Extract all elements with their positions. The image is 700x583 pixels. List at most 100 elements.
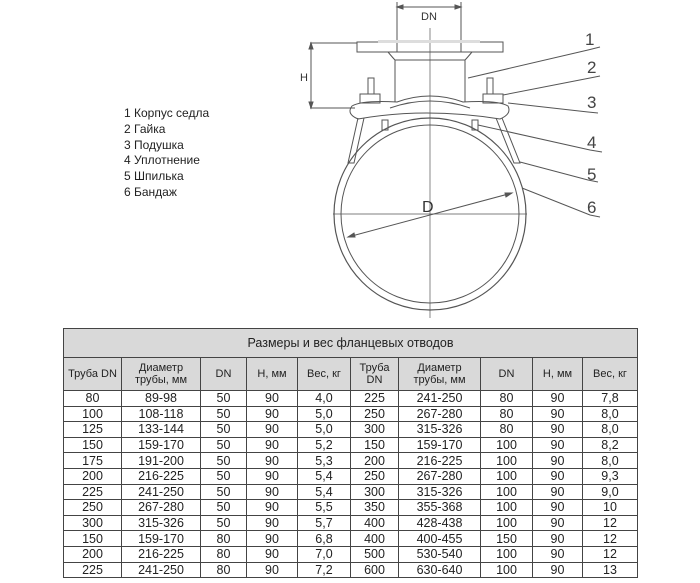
- dn-arrows: [395, 4, 463, 10]
- column-header: Вес, кг: [582, 357, 638, 391]
- table-cell: 5,3: [297, 452, 351, 469]
- column-header: H, мм: [246, 357, 298, 391]
- stud-left: [367, 77, 375, 95]
- leader-1: [467, 46, 601, 79]
- table-cell: 90: [532, 390, 583, 407]
- table-cell: 12: [582, 514, 638, 532]
- table-cell: 50: [200, 483, 247, 501]
- table-cell: 191-200: [121, 452, 201, 469]
- table-cell: 9,3: [582, 467, 638, 485]
- table-cell: 315-326: [398, 483, 481, 501]
- table-cell: 90: [246, 514, 298, 532]
- callout-1: 1: [585, 30, 594, 49]
- table-cell: 7,2: [297, 561, 351, 579]
- leader-4: [477, 124, 603, 153]
- table-cell: 5,0: [297, 405, 351, 423]
- column-header: DN: [480, 357, 533, 391]
- table-cell: 5,4: [297, 467, 351, 485]
- table-cell: 100: [63, 405, 122, 423]
- column-header: Труба DN: [350, 357, 399, 391]
- table-cell: 90: [246, 405, 298, 423]
- nut-left: [359, 93, 381, 104]
- table-cell: 300: [350, 421, 399, 438]
- table-cell: 100: [480, 436, 533, 454]
- table-cell: 350: [350, 499, 399, 516]
- table-cell: 100: [480, 514, 533, 532]
- table-cell: 241-250: [398, 390, 481, 407]
- table-cell: 90: [532, 436, 583, 454]
- table-cell: 8,2: [582, 436, 638, 454]
- table-cell: 400-455: [398, 530, 481, 547]
- table-cell: 90: [246, 545, 298, 563]
- stud-right: [486, 77, 494, 95]
- table-cell: 90: [532, 483, 583, 501]
- table-row: 300 315-326 50 90 5,7 400 428-438 100 90 12: [63, 514, 638, 532]
- table-cell: 80: [200, 530, 247, 547]
- table-cell: 216-225: [121, 545, 201, 563]
- saddle-body: [349, 95, 510, 120]
- table-cell: 315-326: [121, 514, 201, 532]
- table-row: 150 159-170 50 90 5,2 150 159-170 100 90 8,2: [63, 436, 638, 454]
- table-cell: 8,0: [582, 421, 638, 438]
- table-cell: 100: [480, 499, 533, 516]
- table-cell: 12: [582, 545, 638, 563]
- table-cell: 9,0: [582, 483, 638, 501]
- table-cell: 7,8: [582, 390, 638, 407]
- table-cell: 241-250: [121, 561, 201, 579]
- table-cell: 250: [350, 467, 399, 485]
- table-cell: 50: [200, 421, 247, 438]
- leader-3: [507, 102, 599, 114]
- table-cell: 241-250: [121, 483, 201, 501]
- flange-gasket: [378, 40, 480, 43]
- table-cell: 50: [200, 514, 247, 532]
- table-row: 175 191-200 50 90 5,3 200 216-225 100 90 8,0: [63, 452, 638, 469]
- table-cell: 8,0: [582, 405, 638, 423]
- legend-item: 3 Подушка: [124, 137, 184, 152]
- table-cell: 500: [350, 545, 399, 563]
- table-cell: 90: [246, 483, 298, 501]
- table-cell: 80: [200, 545, 247, 563]
- table-cell: 90: [246, 390, 298, 407]
- table-cell: 100: [480, 452, 533, 469]
- table-cell: 50: [200, 452, 247, 469]
- table-cell: 150: [63, 436, 122, 454]
- table-body: 80 89-98 50 90 4,0 225 241-250 80 90 7,8 100 108-11…: [63, 390, 638, 579]
- leader-5: [519, 161, 599, 183]
- table-cell: 5,7: [297, 514, 351, 532]
- table-cell: 5,5: [297, 499, 351, 516]
- d-dimension-line: [347, 192, 513, 238]
- table-cell: 400: [350, 514, 399, 532]
- table-cell: 315-326: [398, 421, 481, 438]
- table-cell: 7,0: [297, 545, 351, 563]
- table-cell: 50: [200, 390, 247, 407]
- table-cell: 50: [200, 405, 247, 423]
- table-cell: 150: [63, 530, 122, 547]
- table-cell: 355-368: [398, 499, 481, 516]
- table-cell: 108-118: [121, 405, 201, 423]
- table-cell: 250: [350, 405, 399, 423]
- seal-lip-left: [381, 119, 389, 131]
- table-cell: 90: [532, 467, 583, 485]
- saddle-drawing: DN H D: [300, 2, 603, 318]
- table-cell: 90: [532, 545, 583, 563]
- table-cell: 159-170: [121, 530, 201, 547]
- table-cell: 600: [350, 561, 399, 579]
- table-row: 250 267-280 50 90 5,5 350 355-368 100 90 10: [63, 499, 638, 516]
- table-row: 225 241-250 50 90 5,4 300 315-326 100 90 9,0: [63, 483, 638, 501]
- table-cell: 90: [532, 421, 583, 438]
- table-cell: 159-170: [121, 436, 201, 454]
- table-cell: 50: [200, 499, 247, 516]
- table-cell: 150: [480, 530, 533, 547]
- dimensions-table: Размеры и вес фланцевых отводов Труба DN…: [63, 328, 638, 579]
- table-cell: 6,8: [297, 530, 351, 547]
- table-cell: 5,4: [297, 483, 351, 501]
- table-cell: 530-540: [398, 545, 481, 563]
- callout-6: 6: [587, 198, 596, 217]
- table-cell: 5,2: [297, 436, 351, 454]
- table-cell: 89-98: [121, 390, 201, 407]
- pipe-outer: [333, 117, 527, 311]
- column-header: H, мм: [532, 357, 583, 391]
- table-cell: 13: [582, 561, 638, 579]
- table-row: 150 159-170 80 90 6,8 400 400-455 150 90 12: [63, 530, 638, 547]
